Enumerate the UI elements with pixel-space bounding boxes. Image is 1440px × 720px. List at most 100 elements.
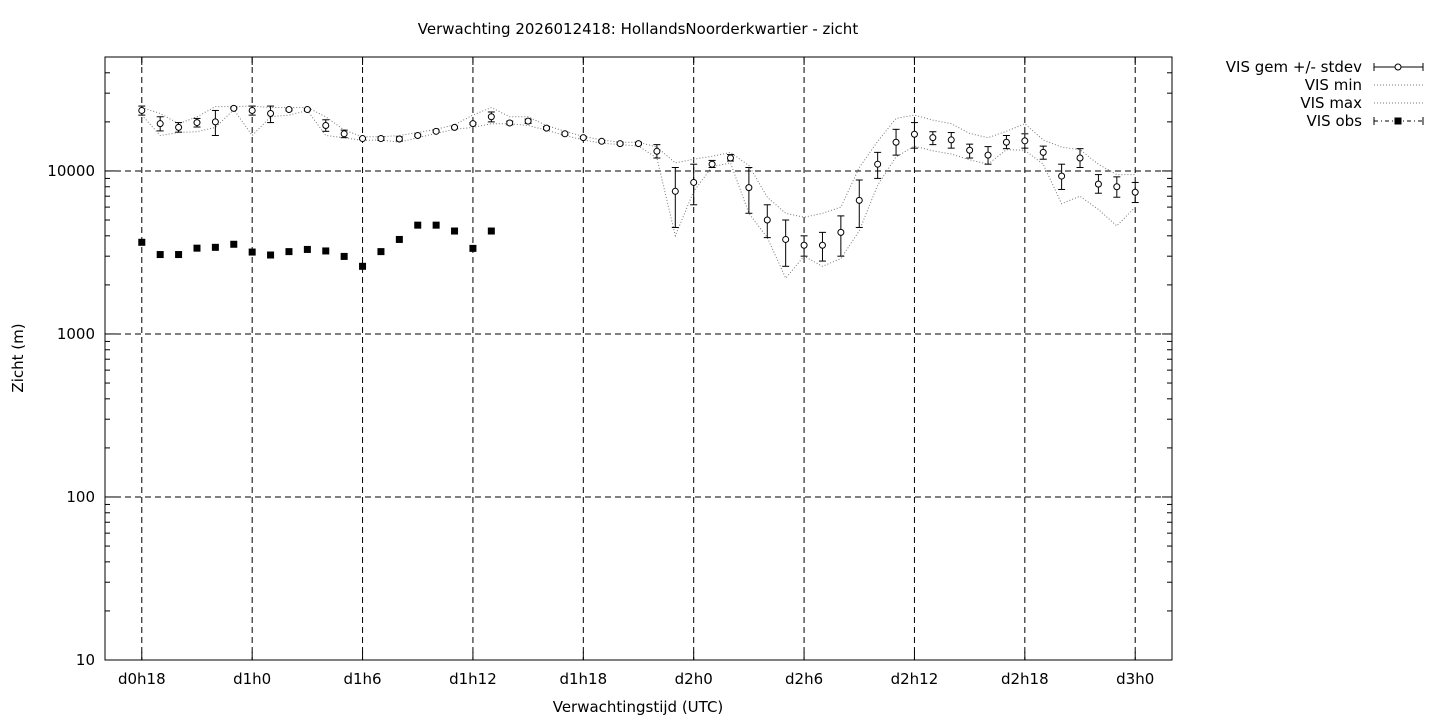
vis-gem-point <box>285 106 293 114</box>
vis-obs-point <box>211 243 219 251</box>
vis-gem-point <box>892 138 900 146</box>
vis-gem-point <box>193 119 201 127</box>
vis-obs-point <box>469 244 477 252</box>
vis-gem-point <box>1039 148 1047 156</box>
vis-obs-point <box>303 245 311 253</box>
vis-obs-point <box>432 221 440 229</box>
vis-gem-point <box>818 241 826 249</box>
vis-gem-point <box>1021 137 1029 145</box>
vis-gem-point <box>175 123 183 131</box>
vis-gem-point <box>138 106 146 114</box>
vis-gem-point <box>616 140 624 148</box>
vis-gem-point <box>671 187 679 195</box>
x-tick-label: d2h0 <box>675 670 713 688</box>
vis-max-line <box>141 105 1136 218</box>
vis-gem-point <box>156 120 164 128</box>
vis-gem-point <box>763 216 771 224</box>
x-tick-label: d1h0 <box>233 670 271 688</box>
vis-gem-point <box>966 146 974 154</box>
y-tick-label: 1000 <box>57 325 95 343</box>
vis-obs-point <box>340 252 348 260</box>
vis-gem-point <box>267 110 275 118</box>
vis-obs-point <box>267 251 275 259</box>
vis-gem-point <box>929 134 937 142</box>
vis-gem-point <box>432 127 440 135</box>
vis-gem-point <box>782 235 790 243</box>
legend-label: VIS max <box>1300 94 1362 112</box>
y-tick-label: 100 <box>66 488 95 506</box>
vis-obs-point <box>487 227 495 235</box>
vis-gem-point <box>451 123 459 131</box>
vis-gem-point <box>469 120 477 128</box>
vis-gem-point <box>910 130 918 138</box>
vis-obs-point <box>156 251 164 259</box>
vis-gem-point <box>248 106 256 114</box>
legend-swatch-marker <box>1394 63 1402 71</box>
vis-obs-point <box>359 262 367 270</box>
vis-gem-point <box>855 196 863 204</box>
y-tick-label: 10 <box>76 651 95 669</box>
vis-gem-point <box>340 130 348 138</box>
legend-label: VIS min <box>1305 76 1362 94</box>
vis-gem-point <box>1094 180 1102 188</box>
plot-frame <box>104 56 1173 661</box>
legend-label: VIS obs <box>1307 112 1363 130</box>
x-tick-label: d3h0 <box>1116 670 1154 688</box>
vis-gem-point <box>1076 154 1084 162</box>
vis-obs-point <box>451 227 459 235</box>
vis-gem-point <box>1113 183 1121 191</box>
x-tick-label: d1h6 <box>343 670 381 688</box>
x-tick-label: d2h6 <box>785 670 823 688</box>
vis-gem-point <box>230 104 238 112</box>
vis-gem-point <box>598 137 606 145</box>
vis-gem-point <box>653 147 661 155</box>
vis-obs-point <box>138 238 146 246</box>
vis-gem-point <box>1002 138 1010 146</box>
x-tick-label: d2h12 <box>891 670 939 688</box>
grid-lines <box>105 57 1172 660</box>
vis-gem-point <box>635 140 642 148</box>
vis-gem-point <box>947 136 955 144</box>
vis-gem-point <box>690 178 698 186</box>
vis-gem-point <box>1131 188 1139 196</box>
vis-gem-point <box>506 119 514 127</box>
vis-obs-point <box>322 247 330 255</box>
vis-gem-point <box>1058 172 1066 180</box>
vis-gem-point <box>561 130 569 138</box>
vis-obs-point <box>230 240 238 248</box>
vis-gem-point <box>395 135 403 143</box>
vis-obs-point <box>395 235 403 243</box>
vis-gem-point <box>322 122 330 130</box>
vis-gem-point <box>414 131 422 139</box>
vis-gem-point <box>524 117 532 125</box>
y-axis-label: Zicht (m) <box>9 323 27 392</box>
y-tick-label: 10000 <box>47 162 95 180</box>
legend-label: VIS gem +/- stdev <box>1226 58 1362 76</box>
legend-swatch-marker <box>1394 117 1402 125</box>
vis-gem-point <box>487 113 495 121</box>
vis-obs-point <box>248 248 256 256</box>
series-layer <box>138 104 1139 280</box>
vis-gem-point <box>726 154 734 162</box>
x-axis-label: Verwachtingstijd (UTC) <box>553 698 724 716</box>
vis-obs-point <box>377 248 385 256</box>
chart-title: Verwachting 2026012418: HollandsNoorderk… <box>418 20 859 38</box>
vis-obs-point <box>175 251 183 259</box>
vis-gem-point <box>377 135 385 143</box>
vis-gem-point <box>837 228 845 236</box>
vis-gem-point <box>984 151 992 159</box>
vis-gem-point <box>543 124 551 132</box>
vis-gem-point <box>579 134 587 142</box>
vis-gem-point <box>303 106 311 114</box>
x-tick-label: d1h18 <box>559 670 607 688</box>
x-tick-label: d0h18 <box>118 670 166 688</box>
x-tick-label: d2h18 <box>1001 670 1049 688</box>
vis-gem-point <box>800 241 808 249</box>
vis-gem-point <box>211 118 219 126</box>
vis-gem-point <box>708 160 716 168</box>
x-tick-label: d1h12 <box>449 670 497 688</box>
vis-gem-point <box>874 160 882 168</box>
vis-obs-point <box>414 221 422 229</box>
